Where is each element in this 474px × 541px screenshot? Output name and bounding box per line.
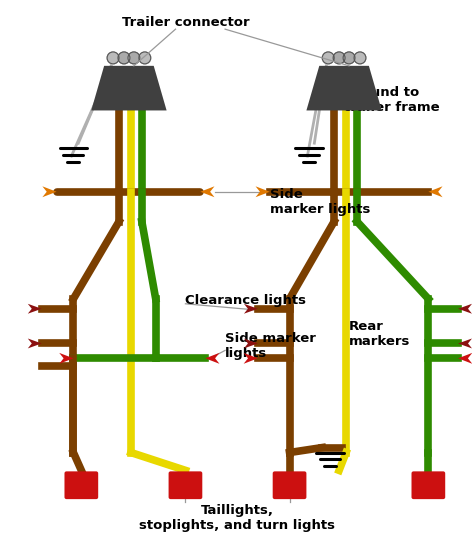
Polygon shape [244,304,258,314]
Polygon shape [458,304,472,314]
Circle shape [343,52,355,64]
Polygon shape [306,66,382,110]
Text: Ground to
trailer frame: Ground to trailer frame [344,85,440,114]
Text: Trailer connector: Trailer connector [122,16,249,29]
Polygon shape [244,353,258,364]
Polygon shape [458,339,472,348]
Text: Rear
markers: Rear markers [349,320,410,347]
Polygon shape [59,353,73,364]
Circle shape [118,52,130,64]
Circle shape [333,52,345,64]
FancyBboxPatch shape [273,471,306,499]
Circle shape [107,52,119,64]
Polygon shape [42,186,56,197]
Polygon shape [255,186,270,197]
Circle shape [139,52,151,64]
Text: Side
marker lights: Side marker lights [270,188,370,216]
Polygon shape [91,66,166,110]
Text: Side marker
lights: Side marker lights [225,332,316,360]
Circle shape [354,52,366,64]
Circle shape [322,52,334,64]
Text: Taillights,
stoplights, and turn lights: Taillights, stoplights, and turn lights [139,504,335,532]
Circle shape [128,52,140,64]
Polygon shape [201,186,215,197]
FancyBboxPatch shape [64,471,98,499]
Polygon shape [458,353,472,364]
Text: Clearance lights: Clearance lights [185,294,307,307]
Polygon shape [244,339,258,348]
Polygon shape [28,304,42,314]
Polygon shape [205,353,219,364]
Polygon shape [428,186,443,197]
FancyBboxPatch shape [411,471,445,499]
Polygon shape [28,339,42,348]
FancyBboxPatch shape [169,471,202,499]
